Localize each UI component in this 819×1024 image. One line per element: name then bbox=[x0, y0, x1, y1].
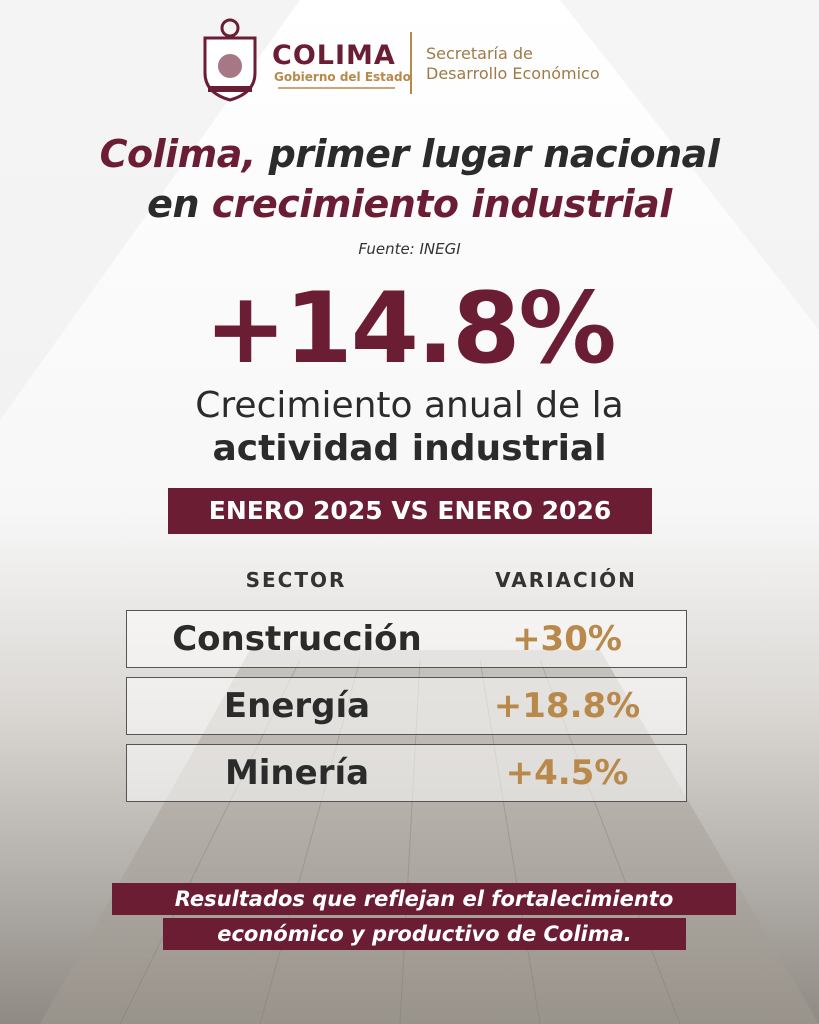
column-header: VARIACIÓN bbox=[495, 568, 637, 592]
title-part: en bbox=[147, 182, 199, 226]
office: Secretaría de bbox=[426, 44, 533, 63]
office: Desarrollo Económico bbox=[426, 64, 600, 83]
table-row: Construcción +30% bbox=[126, 610, 687, 668]
variation: +18.8% bbox=[493, 686, 641, 726]
table-row: Minería +4.5% bbox=[126, 744, 687, 802]
source: Fuente: INEGI bbox=[358, 240, 461, 258]
description: Crecimiento anual de la bbox=[195, 385, 624, 426]
title-line: Colima, primer lugar nacional bbox=[0, 132, 819, 176]
title-part: Colima, bbox=[99, 132, 257, 176]
title-part: crecimiento industrial bbox=[211, 182, 673, 226]
variation: +4.5% bbox=[505, 753, 629, 793]
column-header: SECTOR bbox=[245, 568, 347, 592]
brand-sub: Gobierno del Estado bbox=[274, 70, 411, 84]
description: actividad industrial bbox=[212, 428, 607, 469]
title-part: primer lugar nacional bbox=[268, 132, 720, 176]
title-line: en crecimiento industrial bbox=[0, 182, 819, 226]
sector: Energía bbox=[223, 686, 371, 726]
sector: Minería bbox=[224, 753, 370, 793]
sector: Construcción bbox=[172, 619, 422, 659]
period: ENERO 2025 VS ENERO 2026 bbox=[168, 488, 652, 534]
footer: económico y productivo de Colima. bbox=[163, 918, 686, 950]
brand: COLIMA bbox=[272, 40, 396, 71]
table-row: Energía +18.8% bbox=[126, 677, 687, 735]
footer: Resultados que reflejan el fortalecimien… bbox=[112, 883, 736, 915]
variation: +30% bbox=[512, 619, 622, 659]
headline: +14.8% bbox=[204, 272, 616, 386]
